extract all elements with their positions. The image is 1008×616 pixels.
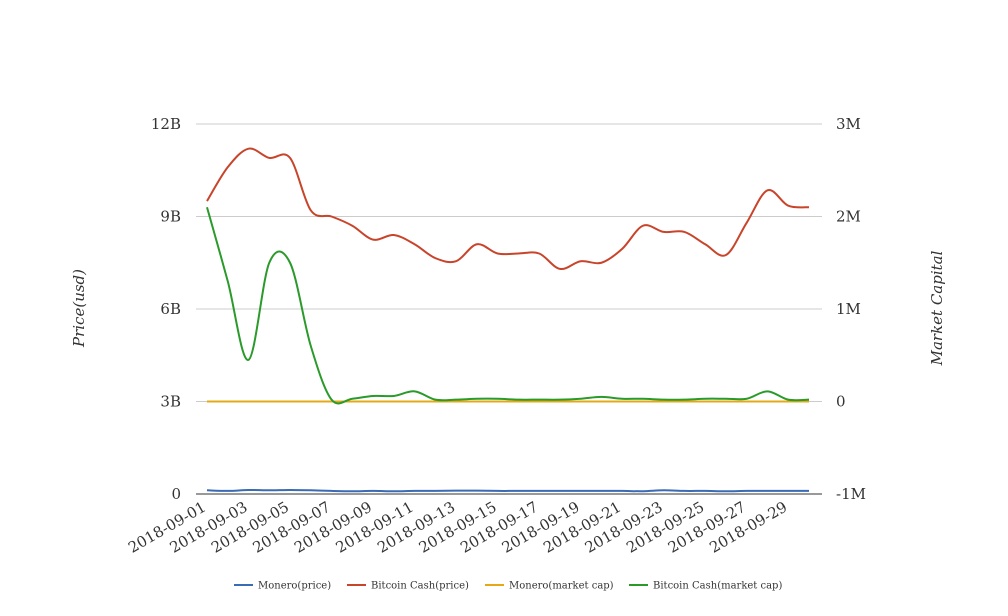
legend-label: Monero(price) [258, 581, 331, 592]
series-line-bitcoin-cash-price [206, 147, 810, 270]
y-right-axis-ticks: -1M 0 1M 2M 3M [836, 115, 866, 503]
legend-label: Monero(market cap) [509, 581, 614, 592]
y-left-axis-ticks: 0 3B 6B 9B 12B [151, 115, 181, 503]
legend-label: Bitcoin Cash(price) [371, 581, 469, 592]
legend-label: Bitcoin Cash(market cap) [653, 581, 782, 592]
series-line-monero-price [206, 488, 809, 493]
y-left-tick-label: 9B [160, 208, 181, 226]
y-left-axis-title: Price(usd) [70, 269, 88, 348]
x-axis-ticks: 2018-09-012018-09-032018-09-052018-09-07… [125, 498, 790, 557]
y-right-tick-label: 2M [836, 208, 861, 226]
y-left-tick-label: 6B [160, 300, 181, 318]
y-left-tick-label: 12B [151, 115, 181, 133]
y-right-tick-label: -1M [836, 485, 866, 503]
series-line-bitcoin-cash-market-cap [206, 206, 810, 405]
y-left-tick-label: 3B [160, 393, 181, 411]
series-layer [206, 147, 810, 493]
y-right-tick-label: 0 [836, 393, 846, 411]
grid-lines [196, 123, 822, 495]
y-right-tick-label: 1M [836, 300, 861, 318]
y-right-axis-title: Market Capital [928, 250, 946, 366]
y-right-tick-label: 3M [836, 115, 861, 133]
legend: Monero(price) Bitcoin Cash(price) Monero(m… [234, 581, 782, 592]
y-left-tick-label: 0 [171, 485, 181, 503]
